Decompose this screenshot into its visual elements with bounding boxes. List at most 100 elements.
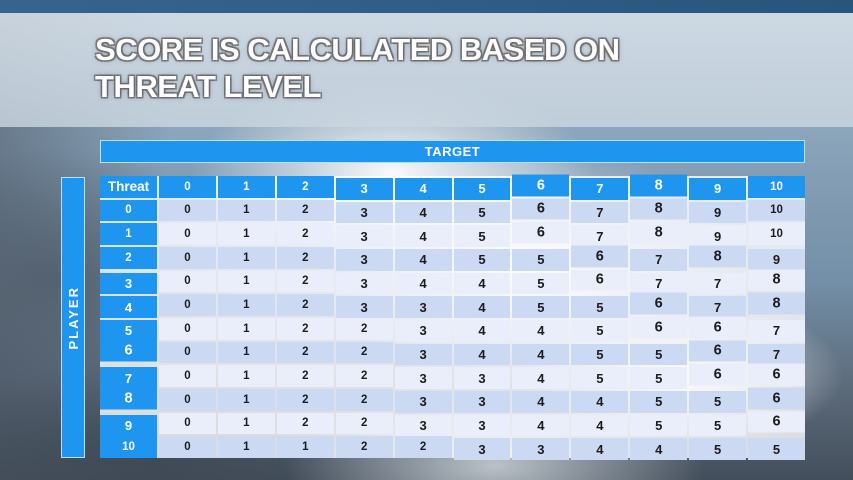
score-cell-r5-c8: 6 bbox=[630, 316, 688, 339]
score-cell-r4-c7: 5 bbox=[571, 296, 629, 318]
score-cell-r5-c6: 4 bbox=[512, 319, 570, 342]
row-header-threat-0: 0 bbox=[100, 199, 157, 222]
score-cell-r1-c0: 0 bbox=[159, 223, 216, 245]
column-header-target-2: 2 bbox=[276, 176, 334, 198]
score-cell-r6-c2: 2 bbox=[276, 341, 334, 364]
score-cell-r5-c5: 4 bbox=[453, 319, 511, 342]
row-header-threat-5: 5 bbox=[100, 319, 157, 342]
score-matrix-table: Threat 0 1 2 3 4 5 6 7 8 9 10 0 0 1 2 3 4 5 6 7 8 9 10 1 0 1 2 3 4 5 6 7… bbox=[100, 174, 805, 460]
row-header-threat-10: 10 bbox=[100, 436, 157, 458]
score-cell-r4-c10: 8 bbox=[748, 292, 805, 315]
score-cell-r6-c10: 7 bbox=[748, 343, 805, 366]
score-cell-r3-c3: 3 bbox=[335, 272, 393, 295]
score-cell-r10-c7: 4 bbox=[571, 438, 629, 460]
score-cell-r2-c9: 8 bbox=[689, 245, 747, 268]
score-cell-r2-c1: 1 bbox=[217, 246, 275, 269]
score-cell-r2-c4: 4 bbox=[394, 248, 452, 271]
score-cell-r6-c4: 3 bbox=[394, 343, 452, 366]
score-cell-r3-c4: 4 bbox=[394, 272, 452, 295]
row-header-threat-3: 3 bbox=[100, 272, 157, 295]
column-header-target-7: 7 bbox=[571, 178, 629, 200]
score-cell-r9-c10: 6 bbox=[748, 411, 805, 433]
score-cell-r9-c0: 0 bbox=[159, 412, 216, 435]
score-cell-r10-c3: 2 bbox=[335, 436, 393, 458]
row-header-threat-9: 9 bbox=[100, 414, 157, 437]
slide-title-line1: SCORE IS CALCULATED BASED ON bbox=[95, 32, 620, 67]
score-cell-r8-c7: 4 bbox=[571, 390, 629, 413]
column-header-target-3: 3 bbox=[335, 178, 393, 200]
score-cell-r0-c9: 9 bbox=[689, 201, 747, 224]
score-cell-r2-c5: 5 bbox=[453, 248, 511, 271]
score-cell-r2-c6: 5 bbox=[512, 248, 570, 271]
score-cell-r0-c0: 0 bbox=[159, 199, 216, 222]
score-cell-r6-c6: 4 bbox=[512, 343, 570, 366]
row-header-threat-4: 4 bbox=[100, 296, 157, 318]
score-cell-r3-c9: 7 bbox=[689, 272, 747, 295]
column-header-target-9: 9 bbox=[689, 178, 747, 200]
score-cell-r5-c7: 5 bbox=[571, 319, 629, 342]
score-cell-r3-c5: 4 bbox=[453, 272, 511, 295]
score-cell-r6-c1: 1 bbox=[217, 341, 275, 364]
slide-title: SCORE IS CALCULATED BASED ON THREAT LEVE… bbox=[95, 31, 795, 105]
score-cell-r6-c7: 5 bbox=[571, 343, 629, 366]
score-cell-r9-c9: 5 bbox=[689, 414, 747, 437]
column-header-target-5: 5 bbox=[453, 178, 511, 200]
top-accent-strip bbox=[0, 0, 853, 13]
score-cell-r5-c2: 2 bbox=[276, 317, 334, 340]
score-cell-r4-c8: 6 bbox=[630, 292, 688, 315]
score-cell-r9-c6: 4 bbox=[512, 414, 570, 437]
corner-header-threat: Threat bbox=[100, 176, 157, 198]
score-cell-r7-c7: 5 bbox=[571, 367, 629, 389]
score-cell-r3-c0: 0 bbox=[159, 270, 216, 293]
score-cell-r7-c2: 2 bbox=[276, 365, 334, 387]
score-cell-r7-c4: 3 bbox=[394, 367, 452, 389]
column-header-target-10: 10 bbox=[748, 176, 805, 198]
title-banner bbox=[0, 13, 853, 127]
score-cell-r2-c10: 9 bbox=[748, 248, 805, 271]
score-cell-r10-c10: 5 bbox=[748, 438, 805, 460]
score-cell-r6-c0: 0 bbox=[159, 341, 216, 364]
row-header-threat-1: 1 bbox=[100, 223, 157, 245]
score-cell-r0-c2: 2 bbox=[276, 199, 334, 222]
score-cell-r6-c3: 2 bbox=[335, 341, 393, 364]
score-cell-r9-c4: 3 bbox=[394, 414, 452, 437]
score-cell-r4-c0: 0 bbox=[159, 294, 216, 316]
score-cell-r7-c10: 6 bbox=[748, 363, 805, 386]
score-cell-r8-c6: 4 bbox=[512, 390, 570, 413]
score-cell-r4-c6: 5 bbox=[512, 296, 570, 318]
score-cell-r6-c5: 4 bbox=[453, 343, 511, 366]
row-header-threat-8: 8 bbox=[100, 387, 157, 410]
score-cell-r5-c0: 0 bbox=[159, 317, 216, 340]
score-cell-r6-c9: 6 bbox=[689, 340, 747, 362]
score-cell-r9-c5: 3 bbox=[453, 414, 511, 437]
score-cell-r2-c0: 0 bbox=[159, 246, 216, 269]
score-cell-r10-c2: 1 bbox=[276, 436, 334, 458]
row-header-threat-7: 7 bbox=[100, 367, 157, 389]
score-cell-r7-c1: 1 bbox=[217, 365, 275, 387]
score-cell-r5-c10: 7 bbox=[748, 319, 805, 342]
score-cell-r3-c2: 2 bbox=[276, 270, 334, 293]
column-header-target-8: 8 bbox=[630, 174, 688, 197]
score-cell-r1-c1: 1 bbox=[217, 223, 275, 245]
score-cell-r2-c2: 2 bbox=[276, 246, 334, 269]
column-header-target-4: 4 bbox=[394, 178, 452, 200]
score-cell-r5-c3: 2 bbox=[335, 317, 393, 340]
score-cell-r4-c3: 3 bbox=[335, 296, 393, 318]
score-cell-r8-c8: 5 bbox=[630, 390, 688, 413]
score-cell-r7-c8: 5 bbox=[630, 367, 688, 389]
player-label: PLAYER bbox=[65, 285, 81, 350]
slide-title-line2: THREAT LEVEL bbox=[95, 69, 321, 104]
score-cell-r1-c10: 10 bbox=[748, 223, 805, 245]
score-cell-r7-c6: 4 bbox=[512, 367, 570, 389]
score-cell-r8-c0: 0 bbox=[159, 388, 216, 411]
score-cell-r0-c8: 8 bbox=[630, 198, 688, 220]
score-cell-r10-c6: 3 bbox=[512, 438, 570, 460]
score-cell-r6-c8: 5 bbox=[630, 343, 688, 366]
score-cell-r1-c4: 4 bbox=[394, 225, 452, 247]
score-cell-r7-c9: 6 bbox=[689, 363, 747, 386]
score-cell-r1-c3: 3 bbox=[335, 225, 393, 247]
score-cell-r10-c9: 5 bbox=[689, 438, 747, 460]
score-cell-r3-c8: 7 bbox=[630, 272, 688, 295]
score-cell-r1-c9: 9 bbox=[689, 225, 747, 247]
